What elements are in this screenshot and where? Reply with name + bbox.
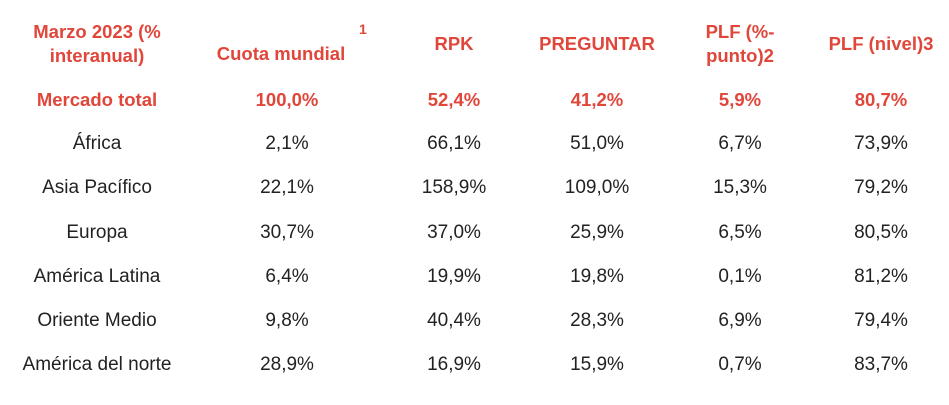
- row-latin-america-region: América Latina: [33, 266, 161, 287]
- header-plf-point-line2: punto)2: [706, 45, 774, 66]
- row-europe-rpk: 37,0%: [427, 222, 481, 243]
- header-period: Marzo 2023 (% interanual): [33, 20, 161, 68]
- row-middle-east-rpk: 40,4%: [427, 310, 481, 331]
- row-asia-pacific-rpk: 158,9%: [421, 177, 487, 198]
- row-middle-east-ask: 28,3%: [570, 310, 624, 331]
- row-asia-pacific-ask: 109,0%: [564, 177, 630, 198]
- row-europe-share: 30,7%: [260, 222, 314, 243]
- row-middle-east-share: 9,8%: [265, 310, 309, 331]
- row-total-plf-level: 80,7%: [854, 89, 908, 110]
- row-africa-share: 2,1%: [265, 133, 309, 154]
- row-asia-pacific-plf-point: 15,3%: [713, 177, 767, 198]
- header-world-share-footnote: 1: [359, 21, 367, 37]
- header-plf-point: PLF (%- punto)2: [706, 20, 775, 68]
- row-total-plf-point: 5,9%: [718, 89, 762, 110]
- row-africa-plf-point: 6,7%: [718, 133, 762, 154]
- row-europe-region: Europa: [66, 222, 128, 243]
- row-middle-east-plf-point: 6,9%: [718, 310, 762, 331]
- row-europe-ask: 25,9%: [570, 222, 624, 243]
- row-north-america-plf-point: 0,7%: [718, 354, 762, 375]
- header-period-line2: interanual): [49, 45, 145, 66]
- header-world-share: Cuota mundial: [216, 43, 346, 64]
- header-plf-level: PLF (nivel)3: [828, 33, 934, 54]
- row-north-america-share: 28,9%: [260, 354, 314, 375]
- row-latin-america-plf-point: 0,1%: [718, 266, 762, 287]
- row-total-ask: 41,2%: [570, 89, 624, 110]
- row-total-rpk: 52,4%: [427, 89, 481, 110]
- row-africa-rpk: 66,1%: [427, 133, 481, 154]
- row-total-region: Mercado total: [36, 89, 158, 110]
- row-europe-plf-point: 6,5%: [718, 222, 762, 243]
- row-latin-america-ask: 19,8%: [570, 266, 624, 287]
- row-asia-pacific-share: 22,1%: [260, 177, 314, 198]
- row-north-america-plf-level: 83,7%: [854, 354, 908, 375]
- header-plf-point-line1: PLF (%-: [705, 21, 775, 42]
- row-europe-plf-level: 80,5%: [854, 222, 908, 243]
- header-ask: PREGUNTAR: [539, 33, 655, 54]
- row-north-america-rpk: 16,9%: [427, 354, 481, 375]
- row-north-america-ask: 15,9%: [570, 354, 624, 375]
- row-latin-america-plf-level: 81,2%: [854, 266, 908, 287]
- row-asia-pacific-plf-level: 79,2%: [854, 177, 908, 198]
- row-asia-pacific-region: Asia Pacífico: [42, 177, 152, 198]
- row-africa-region: África: [72, 133, 122, 154]
- row-africa-plf-level: 73,9%: [854, 133, 908, 154]
- row-middle-east-region: Oriente Medio: [37, 310, 157, 331]
- header-rpk: RPK: [434, 33, 474, 54]
- row-africa-ask: 51,0%: [570, 133, 624, 154]
- row-middle-east-plf-level: 79,4%: [854, 310, 908, 331]
- row-latin-america-share: 6,4%: [265, 266, 309, 287]
- row-latin-america-rpk: 19,9%: [427, 266, 481, 287]
- row-total-share: 100,0%: [255, 89, 319, 110]
- header-period-line1: Marzo 2023 (%: [33, 21, 161, 42]
- row-north-america-region: América del norte: [22, 354, 172, 375]
